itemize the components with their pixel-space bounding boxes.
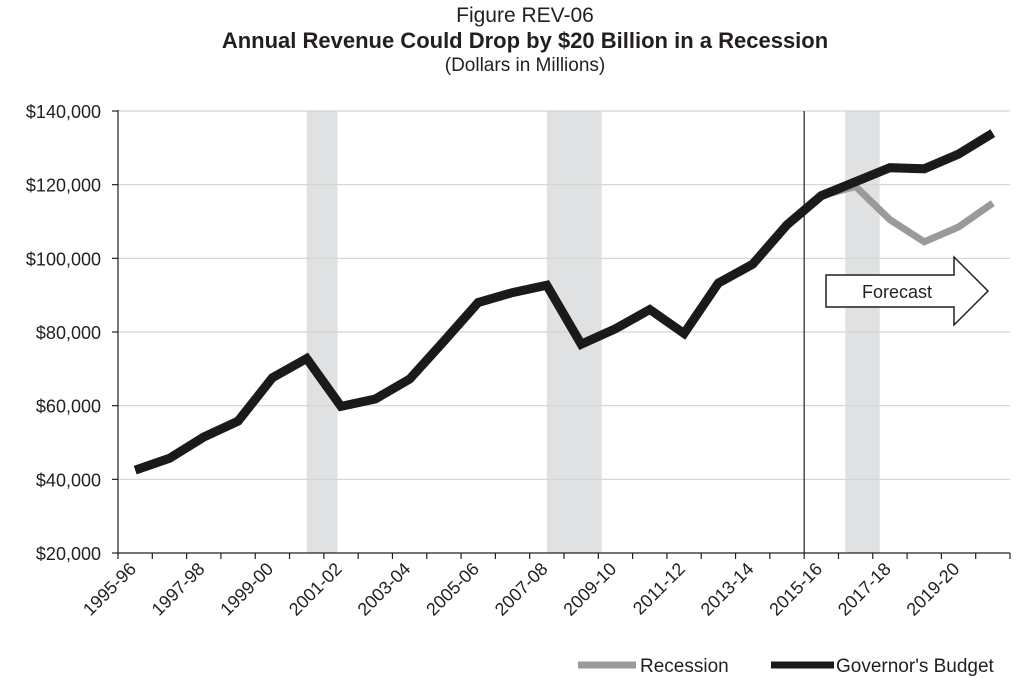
legend-label-recession: Recession (640, 656, 729, 677)
series-lines (133, 129, 996, 475)
x-tick-label: 2013-14 (697, 559, 758, 620)
y-tick-label: $60,000 (36, 397, 101, 417)
legend: Recession Governor's Budget (578, 656, 995, 677)
x-tick-label: 2001-02 (285, 559, 346, 620)
axes (112, 110, 1011, 559)
forecast-arrow: Forecast (825, 255, 990, 327)
forecast-arrow-shape (825, 255, 990, 327)
y-tick-label: $140,000 (26, 102, 101, 122)
chart-title: Annual Revenue Could Drop by $20 Billion… (221, 28, 829, 53)
x-tick-label: 2011-12 (629, 559, 689, 619)
x-tick-label: 2007-08 (491, 559, 552, 620)
x-tick-label: 2009-10 (559, 559, 620, 620)
y-tick-label: $80,000 (36, 323, 101, 343)
y-tick-labels: $20,000 $40,000 $60,000 $80,000 $100,000 $120… (26, 102, 101, 564)
x-tick-label: 2005-06 (422, 559, 483, 620)
x-tick-label: 2015-16 (765, 559, 826, 620)
x-tick-label: 1997-98 (148, 559, 209, 620)
series-line-governors-budget (133, 129, 996, 475)
legend-label-governors-budget: Governor's Budget (836, 656, 995, 677)
forecast-label: Forecast (862, 282, 932, 302)
x-tick-label: 2003-04 (354, 559, 415, 620)
chart-subtitle: (Dollars in Millions) (444, 55, 606, 76)
y-tick-label: $20,000 (36, 544, 101, 564)
y-tick-label: $120,000 (26, 176, 101, 196)
chart-titles: Figure REV-06 Annual Revenue Could Drop … (0, 4, 1018, 78)
x-tick-labels: 1995-96 1997-98 1999-00 2001-02 2003-04 2005-… (79, 559, 963, 620)
grid-lines (118, 110, 1010, 480)
x-tick-label: 2019-20 (903, 559, 964, 620)
figure-label: Figure REV-06 (456, 4, 594, 27)
x-tick-label: 1999-00 (216, 559, 277, 620)
x-tick-label: 2017-18 (834, 559, 895, 620)
y-tick-label: $40,000 (36, 470, 101, 490)
x-tick-label: 1995-96 (79, 559, 140, 620)
y-tick-label: $100,000 (26, 249, 101, 269)
